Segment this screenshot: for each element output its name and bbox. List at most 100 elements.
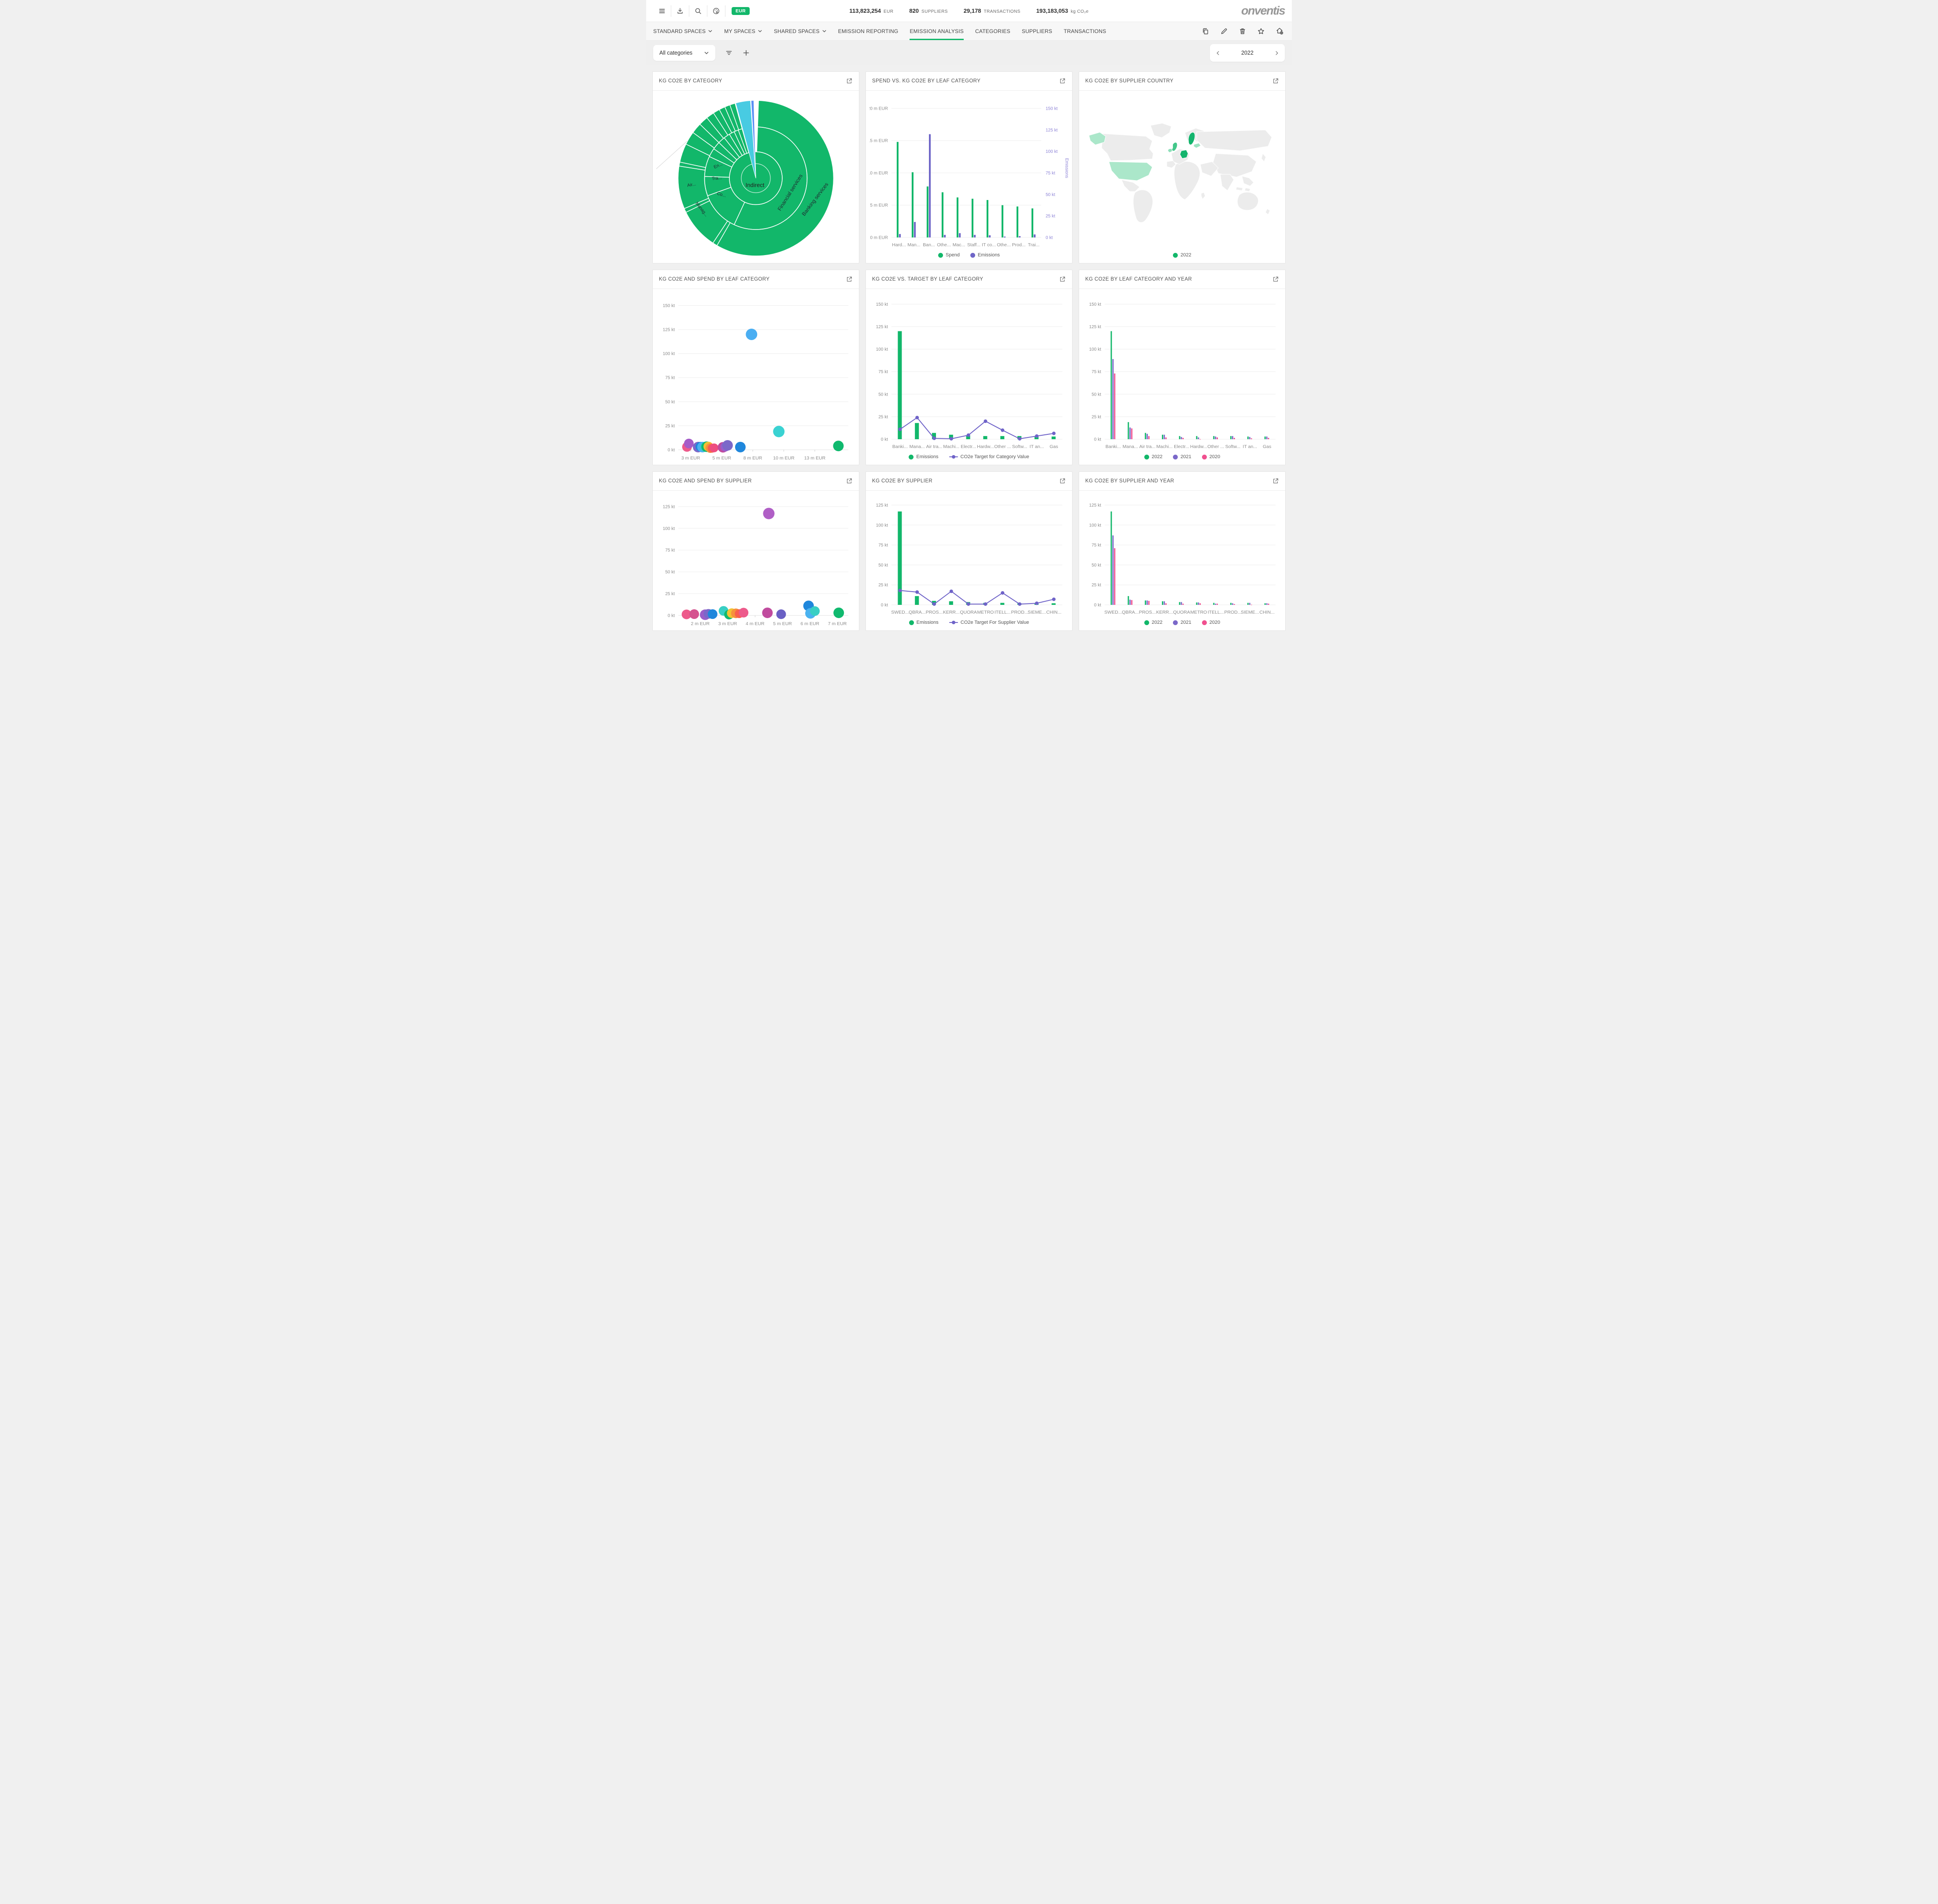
co2e-spend-supplier-scatter[interactable]: 0 kt25 kt50 kt75 kt100 kt125 kt2 m EUR3 … — [653, 491, 859, 630]
svg-text:25 kt: 25 kt — [878, 583, 888, 588]
legend-item[interactable]: 2020 — [1202, 454, 1220, 459]
chevron-down-icon — [704, 50, 709, 56]
dashboard-grid: KG CO2E BY CATEGORY IndirectFinancial se… — [646, 65, 1292, 637]
tab-emission-reporting[interactable]: EMISSION REPORTING — [838, 22, 899, 40]
dot-marker-icon — [1144, 455, 1149, 459]
filter-icon[interactable] — [725, 49, 733, 57]
svg-text:KERR...: KERR... — [943, 610, 960, 615]
legend-item[interactable]: CO2e Target For Supplier Value — [949, 620, 1029, 625]
stat-value: 193,183,053 — [1036, 7, 1068, 14]
svg-text:PROS...: PROS... — [1139, 610, 1156, 615]
legend-item[interactable]: Emissions — [909, 620, 939, 625]
legend-item[interactable]: 2022 — [1173, 252, 1191, 258]
dot-marker-icon — [938, 253, 943, 258]
legend-label: 2021 — [1180, 620, 1191, 625]
svg-text:5 m EUR: 5 m EUR — [870, 203, 888, 208]
stat-total-spend: 113,823,254EUR — [849, 7, 893, 14]
external-link-icon[interactable] — [1272, 478, 1279, 485]
category-filter-dropdown[interactable]: All categories — [653, 45, 715, 61]
palette-icon[interactable] — [707, 0, 725, 22]
svg-text:100 kt: 100 kt — [663, 352, 675, 356]
search-icon[interactable] — [689, 0, 707, 22]
card-kg-co2e-by-category: KG CO2E BY CATEGORY IndirectFinancial se… — [652, 71, 859, 263]
external-link-icon[interactable] — [1059, 478, 1066, 485]
tab-shared-spaces[interactable]: SHARED SPACES — [774, 22, 827, 40]
chevron-right-icon[interactable] — [1274, 50, 1280, 56]
svg-text:CHIN...: CHIN... — [1259, 610, 1274, 615]
tab-categories[interactable]: CATEGORIES — [975, 22, 1010, 40]
svg-text:SWED...: SWED... — [891, 610, 909, 615]
chevron-down-icon — [758, 29, 762, 33]
legend-item[interactable]: 2021 — [1173, 454, 1191, 459]
svg-text:METRO: METRO — [1190, 610, 1207, 615]
supplier-country-map[interactable]: 2022 — [1079, 91, 1285, 263]
tab-my-spaces[interactable]: MY SPACES — [724, 22, 762, 40]
dot-marker-icon — [1202, 620, 1207, 625]
tab-suppliers[interactable]: SUPPLIERS — [1022, 22, 1052, 40]
svg-text:75 kt: 75 kt — [878, 543, 888, 548]
external-link-icon[interactable] — [1059, 78, 1066, 85]
chevron-left-icon[interactable] — [1215, 50, 1221, 56]
svg-text:QUORA: QUORA — [960, 610, 977, 615]
external-link-icon[interactable] — [1059, 276, 1066, 283]
svg-text:Softw...: Softw... — [1012, 444, 1027, 449]
svg-text:0 kt: 0 kt — [881, 603, 888, 608]
svg-text:Gas: Gas — [1050, 444, 1058, 449]
legend-item[interactable]: 2022 — [1144, 454, 1162, 459]
svg-text:0 kt: 0 kt — [668, 448, 675, 453]
currency-badge[interactable]: EUR — [732, 7, 750, 15]
svg-text:10 m EUR: 10 m EUR — [869, 171, 888, 176]
external-link-icon[interactable] — [846, 78, 853, 85]
menu-icon[interactable] — [653, 0, 671, 22]
card-co2e-and-spend-by-supplier: KG CO2E AND SPEND BY SUPPLIER 0 kt25 kt5… — [652, 471, 859, 631]
svg-text:Trai...: Trai... — [1028, 242, 1039, 248]
edit-pencil-icon[interactable] — [1219, 27, 1229, 35]
co2e-supplier-chart[interactable]: 0 kt25 kt50 kt75 kt100 kt125 ktSWED...QB… — [866, 491, 1072, 630]
svg-text:Othe...: Othe... — [937, 242, 951, 248]
external-link-icon[interactable] — [846, 478, 853, 485]
svg-text:125 kt: 125 kt — [1089, 503, 1101, 508]
home-add-icon[interactable] — [1274, 27, 1285, 35]
stat-value: 113,823,254 — [849, 7, 881, 14]
co2e-supplier-year-chart[interactable]: 0 kt25 kt50 kt75 kt100 kt125 ktSWED...QB… — [1079, 491, 1285, 630]
trash-icon[interactable] — [1237, 27, 1248, 35]
copy-icon[interactable] — [1200, 27, 1211, 35]
svg-text:150 kt: 150 kt — [1046, 106, 1058, 111]
spend-vs-co2e-chart[interactable]: 0 m EUR5 m EUR10 m EUR15 m EUR20 m EURHa… — [866, 91, 1072, 263]
co2e-spend-leaf-scatter[interactable]: 0 kt25 kt50 kt75 kt100 kt125 kt150 kt3 m… — [653, 289, 859, 465]
add-widget-icon[interactable] — [743, 49, 750, 56]
legend-item[interactable]: 2021 — [1173, 620, 1191, 625]
external-link-icon[interactable] — [1272, 276, 1279, 283]
co2e-leaf-year-chart[interactable]: 0 kt25 kt50 kt75 kt100 kt125 kt150 ktBan… — [1079, 289, 1285, 465]
legend-label: Emissions — [916, 454, 938, 459]
co2e-target-leaf-chart[interactable]: 0 kt25 kt50 kt75 kt100 kt125 kt150 ktBan… — [866, 289, 1072, 465]
sunburst-chart[interactable]: IndirectFinancial servicesBanking servic… — [653, 91, 859, 263]
dot-marker-icon — [1173, 253, 1178, 258]
dot-marker-icon — [1202, 455, 1207, 459]
tab-standard-spaces[interactable]: STANDARD SPACES — [653, 22, 713, 40]
legend-item[interactable]: Emissions — [909, 454, 938, 459]
external-link-icon[interactable] — [846, 276, 853, 283]
tab-transactions[interactable]: TRANSACTIONS — [1064, 22, 1106, 40]
svg-text:IT co...: IT co... — [982, 242, 996, 248]
svg-text:6 m EUR: 6 m EUR — [801, 621, 820, 626]
tab-emission-analysis[interactable]: EMISSION ANALYSIS — [910, 22, 964, 40]
legend-item[interactable]: Emissions — [970, 252, 1000, 258]
stat-label: EUR — [884, 9, 893, 14]
legend-item[interactable]: Spend — [938, 252, 960, 258]
legend-item[interactable]: 2020 — [1202, 620, 1220, 625]
onventis-logo: onventis — [1241, 4, 1285, 18]
svg-text:0 kt: 0 kt — [881, 437, 888, 442]
svg-text:125 kt: 125 kt — [663, 328, 675, 333]
chart-title: KG CO2E BY SUPPLIER — [872, 478, 932, 484]
svg-text:100 kt: 100 kt — [1089, 347, 1101, 352]
year-value[interactable]: 2022 — [1241, 50, 1254, 56]
svg-text:75 kt: 75 kt — [1091, 370, 1101, 374]
external-link-icon[interactable] — [1272, 78, 1279, 85]
svg-text:Banki...: Banki... — [1106, 444, 1121, 449]
legend-item[interactable]: 2022 — [1144, 620, 1162, 625]
legend-item[interactable]: CO2e Target for Category Value — [949, 454, 1029, 459]
star-icon[interactable] — [1256, 27, 1266, 35]
svg-text:50 kt: 50 kt — [665, 570, 675, 575]
download-icon[interactable] — [671, 0, 689, 22]
